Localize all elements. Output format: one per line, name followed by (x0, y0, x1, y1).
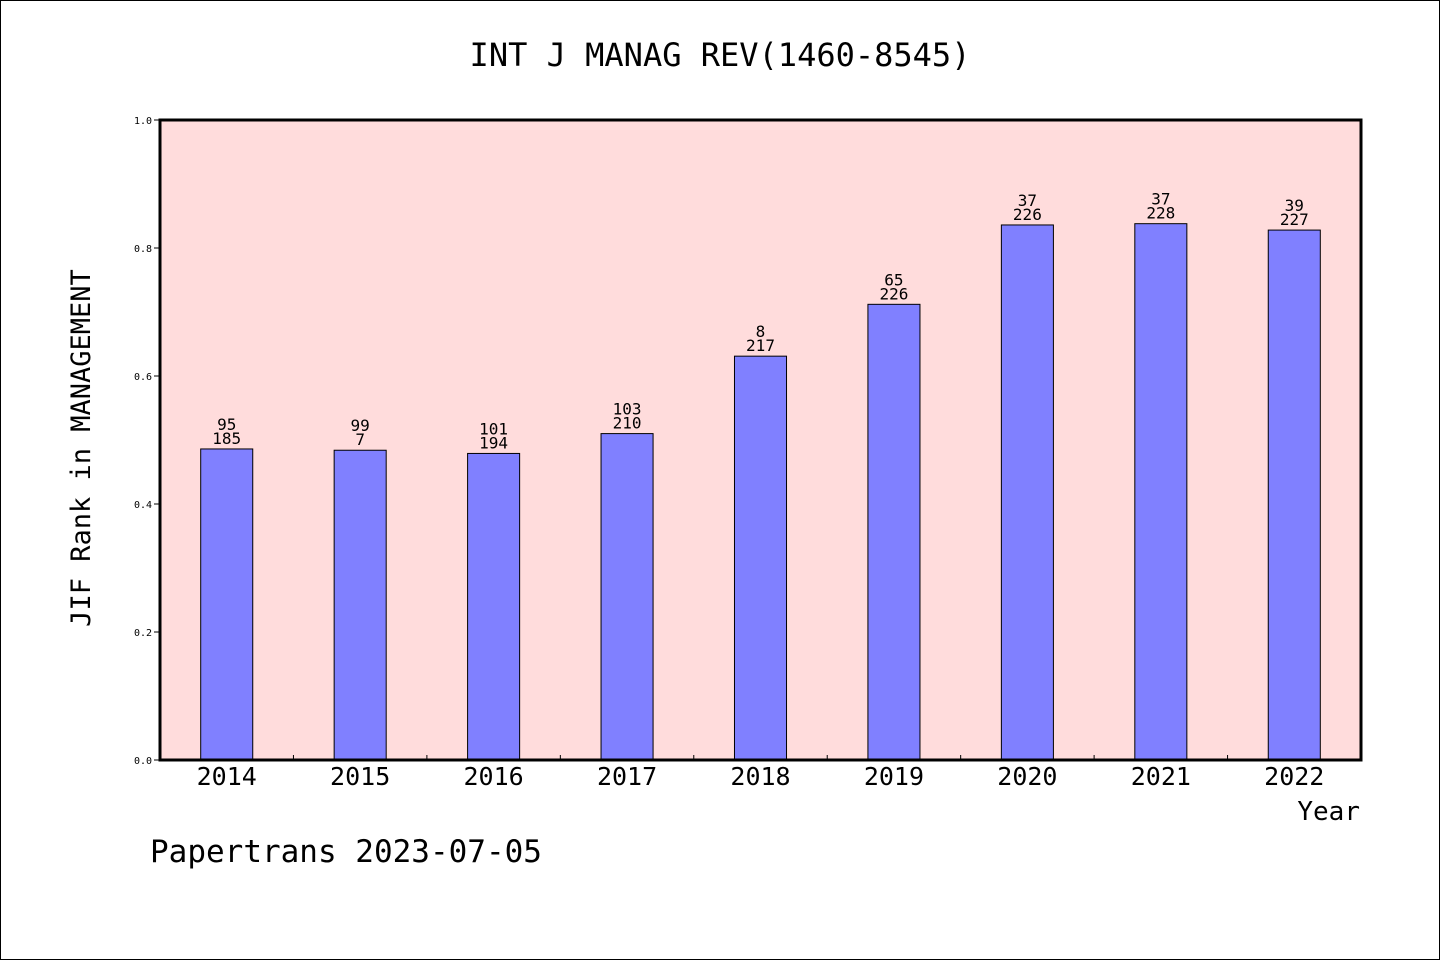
chart-title: INT J MANAG REV(1460-8545) (469, 36, 971, 74)
x-tick-label: 2017 (597, 762, 657, 791)
bar-label-total: 210 (613, 414, 642, 433)
plot-border (158, 118, 1363, 762)
bar-label-total: 227 (1280, 210, 1309, 229)
bar (200, 448, 254, 761)
bar-label-rank: 95 (217, 415, 236, 434)
bar-label-rank: 39 (1285, 196, 1304, 215)
footer-text: Papertrans 2023-07-05 (150, 834, 542, 870)
x-tick-label: 2019 (864, 762, 924, 791)
bar (867, 303, 921, 761)
x-tick-label: 2016 (464, 762, 524, 791)
bar (467, 452, 521, 761)
y-tick-label: 1.0 (134, 116, 152, 127)
bar-label-total: 226 (1013, 205, 1042, 224)
bar-label-total: 194 (479, 433, 508, 452)
x-tick-label: 2020 (997, 762, 1057, 791)
bar (333, 449, 387, 761)
y-tick-label: 0.0 (134, 756, 152, 767)
bar-label-total: 185 (212, 429, 241, 448)
x-tick-label: 2021 (1131, 762, 1191, 791)
bar-label-rank: 37 (1018, 191, 1037, 210)
bar-label-total: 217 (746, 336, 775, 355)
bar-label-rank: 65 (884, 270, 903, 289)
bar-label-rank: 37 (1151, 190, 1170, 209)
bar (1000, 224, 1054, 761)
bar (1134, 223, 1188, 761)
bar-label-total: 7 (355, 430, 365, 449)
y-tick-label: 0.8 (134, 244, 152, 255)
y-tick-label: 0.6 (134, 372, 152, 383)
x-tick-label: 2015 (330, 762, 390, 791)
bar-label-rank: 101 (479, 419, 508, 438)
bar-label-rank: 103 (613, 400, 642, 419)
bar (600, 433, 654, 761)
bar (733, 355, 788, 761)
bar (1267, 229, 1321, 761)
bar-label-total: 228 (1146, 204, 1175, 223)
x-tick-label: 2018 (730, 762, 790, 791)
y-axis-title: JIF Rank in MANAGEMENT (66, 269, 97, 627)
y-tick-label: 0.4 (134, 500, 152, 511)
x-axis-title: Year (1297, 797, 1360, 827)
x-tick-label: 2022 (1264, 762, 1324, 791)
x-tick-label: 2014 (197, 762, 257, 791)
y-tick-label: 0.2 (134, 628, 152, 639)
bar-label-rank: 99 (351, 416, 370, 435)
bar-label-rank: 8 (756, 322, 766, 341)
bar-label-total: 226 (879, 284, 908, 303)
